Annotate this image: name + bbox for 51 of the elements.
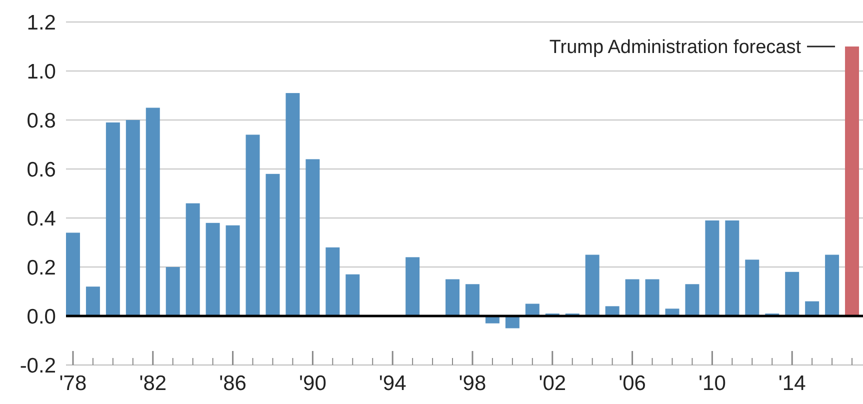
x-tick-label: '86 xyxy=(219,372,246,395)
bar xyxy=(326,247,340,316)
bar xyxy=(166,267,180,316)
bar xyxy=(785,272,800,316)
bar xyxy=(106,122,120,316)
bar xyxy=(585,254,600,316)
bar xyxy=(406,257,420,316)
bar xyxy=(645,279,660,316)
bar xyxy=(625,279,640,316)
bar xyxy=(805,301,820,316)
bar xyxy=(86,286,100,316)
bar xyxy=(286,93,300,316)
y-tick-label: 1.0 xyxy=(26,60,56,84)
x-tick-label: '98 xyxy=(458,372,486,395)
bar xyxy=(825,254,840,316)
y-tick-label: -0.2 xyxy=(20,354,56,378)
bar xyxy=(246,134,260,316)
y-tick-label: 0.2 xyxy=(26,256,56,280)
x-tick-label: '94 xyxy=(378,372,407,395)
y-tick-label: 0.8 xyxy=(26,109,56,132)
bar xyxy=(685,284,700,316)
bar xyxy=(226,225,240,316)
bar xyxy=(446,279,460,316)
y-tick-label: 0.4 xyxy=(26,207,56,230)
x-tick-label: '90 xyxy=(299,372,326,395)
bar xyxy=(725,220,740,316)
bar xyxy=(525,304,540,316)
x-tick-label: '82 xyxy=(139,372,167,395)
x-tick-label: '06 xyxy=(618,372,646,395)
bar xyxy=(465,284,480,316)
bar xyxy=(745,260,760,316)
bar xyxy=(605,306,620,316)
y-tick-label: 0.0 xyxy=(26,305,56,328)
bar xyxy=(705,220,720,316)
bar xyxy=(505,316,520,328)
bar xyxy=(126,120,140,316)
bar xyxy=(186,203,200,316)
bar xyxy=(146,108,160,316)
x-tick-label: '78 xyxy=(59,372,87,395)
x-tick-label: '02 xyxy=(538,372,566,395)
bar xyxy=(206,222,220,316)
bar xyxy=(306,159,320,316)
x-tick-label: '10 xyxy=(698,372,726,395)
bar xyxy=(346,274,360,316)
y-tick-label: 0.6 xyxy=(26,158,56,182)
bar xyxy=(266,174,280,316)
bar xyxy=(845,46,860,316)
x-tick-label: '14 xyxy=(778,372,806,395)
bar xyxy=(66,232,80,316)
annotation: Trump Administration forecast xyxy=(549,37,802,58)
y-tick-label: 1.2 xyxy=(26,11,56,34)
